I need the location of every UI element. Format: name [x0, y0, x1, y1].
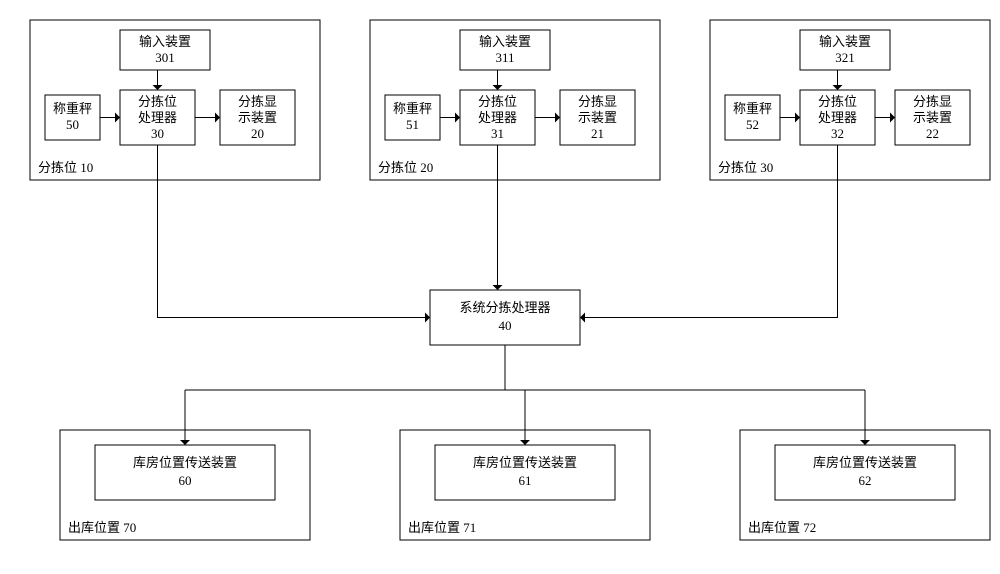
outbound-label: 出库位置 72 — [748, 520, 816, 535]
label: 称重秤 — [393, 101, 432, 116]
label: 321 — [835, 50, 855, 65]
station-label: 分拣位 30 — [718, 160, 773, 175]
label: 301 — [155, 50, 175, 65]
label: 20 — [251, 126, 264, 141]
label: 示装置 — [913, 110, 952, 125]
label: 库房位置传送装置 — [133, 455, 237, 470]
label: 示装置 — [238, 110, 277, 125]
label: 分拣位 — [818, 94, 857, 109]
station-label: 分拣位 10 — [38, 160, 93, 175]
label: 输入装置 — [479, 34, 531, 49]
label: 输入装置 — [139, 34, 191, 49]
label: 系统分拣处理器 — [459, 300, 550, 315]
label: 库房位置传送装置 — [473, 455, 577, 470]
label: 处理器 — [478, 110, 517, 125]
label: 60 — [179, 473, 192, 488]
label: 40 — [499, 318, 512, 333]
label: 分拣显 — [913, 94, 952, 109]
label: 31 — [491, 126, 504, 141]
label: 311 — [495, 50, 514, 65]
arrowhead — [580, 313, 585, 323]
label: 处理器 — [818, 110, 857, 125]
label: 称重秤 — [53, 101, 92, 116]
label: 30 — [151, 126, 164, 141]
label: 21 — [591, 126, 604, 141]
label: 52 — [746, 117, 759, 132]
label: 51 — [406, 117, 419, 132]
label: 22 — [926, 126, 939, 141]
label: 61 — [519, 473, 532, 488]
diagram-flowchart: 分拣位 10输入装置301称重秤50分拣位处理器30分拣显示装置20分拣位 20… — [0, 0, 1000, 574]
outbound-label: 出库位置 70 — [68, 520, 136, 535]
label: 输入装置 — [819, 34, 871, 49]
label: 分拣位 — [478, 94, 517, 109]
label: 分拣显 — [238, 94, 277, 109]
arrowhead — [425, 313, 430, 323]
outbound-label: 出库位置 71 — [408, 520, 476, 535]
label: 62 — [859, 473, 872, 488]
label: 32 — [831, 126, 844, 141]
label: 分拣位 — [138, 94, 177, 109]
arrowhead — [493, 285, 503, 290]
label: 库房位置传送装置 — [813, 455, 917, 470]
station-label: 分拣位 20 — [378, 160, 433, 175]
label: 称重秤 — [733, 101, 772, 116]
label: 处理器 — [138, 110, 177, 125]
label: 50 — [66, 117, 79, 132]
label: 分拣显 — [578, 94, 617, 109]
label: 示装置 — [578, 110, 617, 125]
